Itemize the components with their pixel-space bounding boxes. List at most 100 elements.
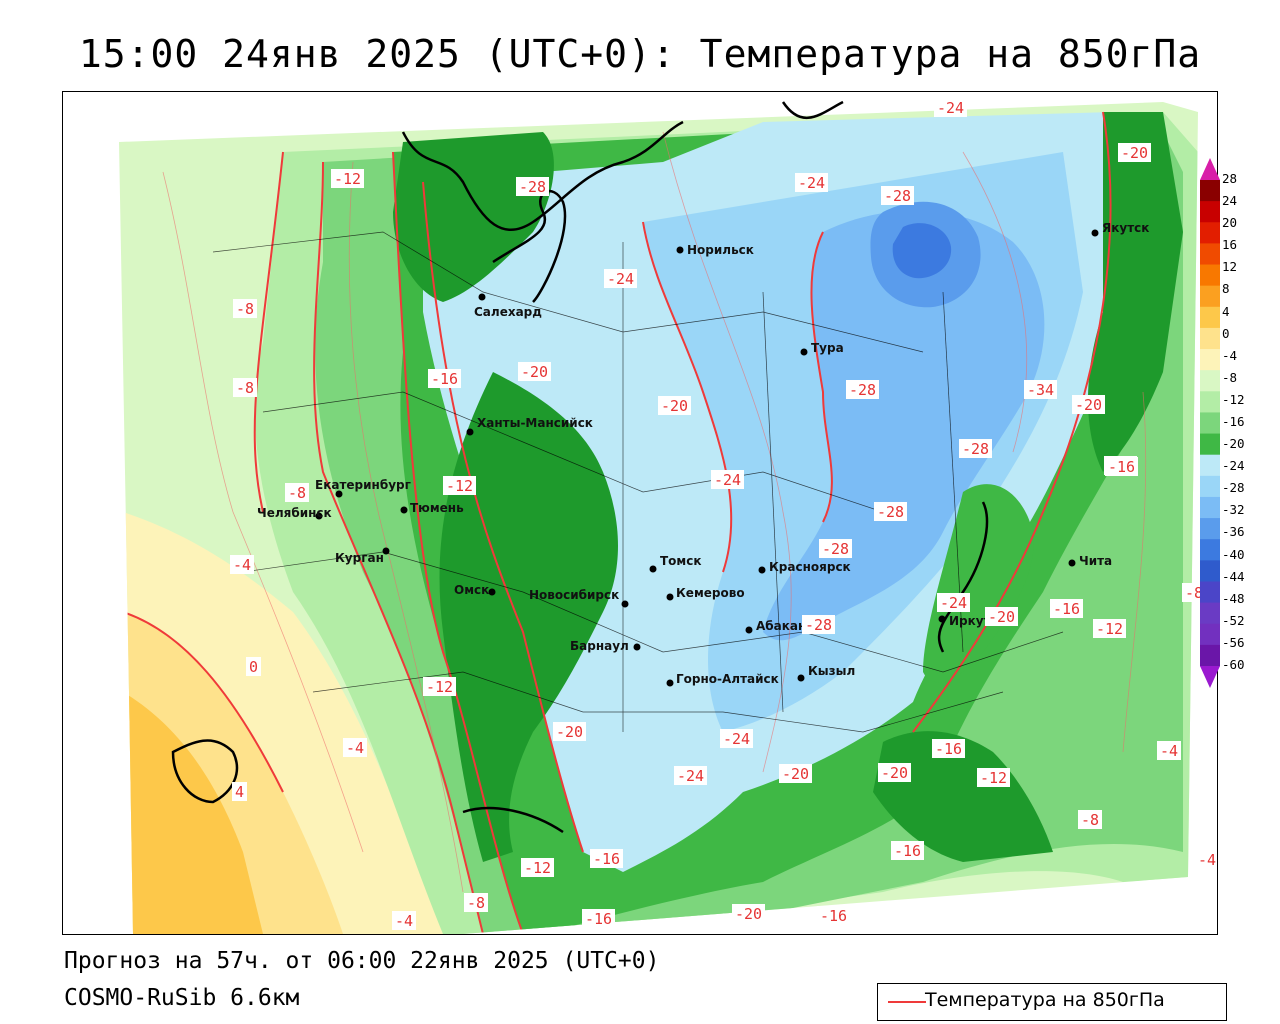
isotherm-label: -8: [288, 484, 306, 502]
city-dot-abakan: [745, 626, 753, 634]
isotherm-label: -28: [805, 616, 832, 634]
isotherm-label-bg: [232, 782, 247, 801]
isotherm-label: -4: [1198, 851, 1216, 869]
colorbar-tick-label: -12: [1222, 391, 1245, 407]
city-dot-tura: [800, 348, 808, 356]
colorbar-segment: [1200, 644, 1220, 667]
city-label-chita: Чита: [1079, 554, 1112, 568]
isotherm-label-bg: [428, 369, 461, 388]
isotherm-label-bg: [732, 904, 765, 923]
legend-label: Температура на 850гПа: [925, 989, 1165, 1011]
isotherm-label: -12: [980, 769, 1007, 787]
city-markers: Салехард Норильск Тура Якутск Ханты-Манс…: [257, 221, 1149, 687]
isotherm-label: 4: [235, 783, 244, 801]
city-label-kyzyl: Кызыл: [808, 664, 855, 678]
colorbar-segment: [1200, 602, 1220, 625]
isotherm-label: -4: [395, 912, 413, 930]
city-label-novosibirsk: Новосибирск: [529, 588, 619, 602]
colorbar-bottom-arrow: [1200, 666, 1220, 688]
city-dot-gorno-altaysk: [666, 679, 674, 687]
isotherm-label-bg: [985, 607, 1018, 626]
isotherm-label: -4: [1160, 742, 1178, 760]
colorbar-segment: [1200, 496, 1220, 519]
colorbar-segment: [1200, 433, 1220, 456]
colorbar-tick-label: -36: [1222, 524, 1245, 540]
colorbar-segment: [1200, 243, 1220, 266]
city-label-ekaterinburg: Екатеринбург: [315, 478, 411, 492]
city-dot-kemerovo: [666, 593, 674, 601]
isotherm-label-bg: [878, 763, 911, 782]
isotherm-label: -28: [877, 503, 904, 521]
isotherm-label-bg: [553, 722, 586, 741]
colorbar-tick-label: -28: [1222, 480, 1245, 496]
isotherm-label: -28: [849, 381, 876, 399]
isotherm-label: -20: [556, 723, 583, 741]
isotherm-label: -24: [607, 270, 634, 288]
city-label-kurgan: Курган: [335, 551, 384, 565]
colorbar-segment: [1200, 539, 1220, 561]
isotherm-label-bg: [1093, 619, 1126, 638]
colorbar-segment: [1200, 264, 1220, 287]
colorbar-top-arrow: [1200, 158, 1220, 180]
map-area: Салехард Норильск Тура Якутск Ханты-Манс…: [62, 91, 1218, 935]
isotherm-label: -12: [446, 477, 473, 495]
isotherm-label-bg: [246, 657, 261, 676]
isotherm-label-bg: [779, 764, 812, 783]
city-dot-tyumen: [400, 506, 408, 514]
city-label-abakan: Абакан: [756, 619, 806, 633]
isotherm-label: -34: [1027, 381, 1054, 399]
isotherm-label: -16: [585, 910, 612, 928]
city-label-gorno-altaysk: Горно-Алтайск: [676, 672, 779, 686]
city-dot-chelyabinsk: [315, 512, 323, 520]
city-label-yakutsk: Якутск: [1102, 221, 1149, 235]
isotherm-label: -20: [661, 397, 688, 415]
isotherm-label: -20: [735, 905, 762, 923]
colorbar-segment: [1200, 180, 1220, 202]
isotherm-label-bg: [343, 738, 367, 757]
isotherm-label-bg: [1050, 599, 1083, 618]
temperature-colorbar: [1200, 158, 1220, 688]
colorbar-tick-label: -40: [1222, 546, 1245, 562]
isotherm-label: -8: [467, 894, 485, 912]
colorbar-segment: [1200, 222, 1220, 244]
legend-line-swatch: [888, 1001, 926, 1003]
colorbar-segment: [1200, 623, 1220, 646]
isotherm-label: -16: [820, 907, 847, 925]
isotherm-label: -12: [334, 170, 361, 188]
city-dot-kurgan: [382, 547, 390, 555]
forecast-info: Прогноз на 57ч. от 06:00 22янв 2025 (UTC…: [64, 948, 660, 974]
isotherm-label: -12: [1096, 620, 1123, 638]
isotherm-label: -8: [236, 300, 254, 318]
isotherm-label-bg: [604, 269, 637, 288]
isotherm-label: -4: [233, 556, 251, 574]
isotherm-label: -20: [988, 608, 1015, 626]
city-label-omsk: Омск: [454, 583, 489, 597]
isotherm-label-bg: [1024, 380, 1057, 399]
city-label-krasnoyarsk: Красноярск: [769, 560, 851, 574]
isotherm-label-bg: [934, 98, 967, 117]
city-dot-krasnoyarsk: [758, 566, 766, 574]
colorbar-tick-label: -56: [1222, 634, 1245, 650]
isotherm-label: -24: [677, 767, 704, 785]
colorbar-tick-label: 28: [1222, 171, 1238, 186]
isotherm-label-bg: [795, 173, 828, 192]
isotherm-label-bg: [658, 396, 691, 415]
isotherm-label-bg: [802, 615, 835, 634]
colorbar-tick-label: 4: [1222, 303, 1230, 319]
colorbar-segment: [1200, 581, 1220, 604]
colorbar-segment: [1200, 285, 1220, 308]
colorbar-tick-label: -32: [1222, 502, 1245, 518]
isotherm-label: -8: [1081, 811, 1099, 829]
map-legend: Температура на 850гПа: [877, 983, 1227, 1021]
isotherm-label: -20: [1121, 144, 1148, 162]
colorbar-tick-label: -52: [1222, 612, 1245, 628]
isotherm-label-bg: [521, 858, 554, 877]
isotherm-label-bg: [1195, 850, 1217, 869]
isotherm-label: -28: [822, 540, 849, 558]
colorbar-tick-label: -16: [1222, 414, 1245, 429]
isotherm-label-bg: [937, 593, 970, 612]
isotherm-label: -24: [798, 174, 825, 192]
isotherm-label: -16: [894, 842, 921, 860]
city-dot-chita: [1068, 559, 1076, 567]
colorbar-segment: [1200, 560, 1220, 582]
